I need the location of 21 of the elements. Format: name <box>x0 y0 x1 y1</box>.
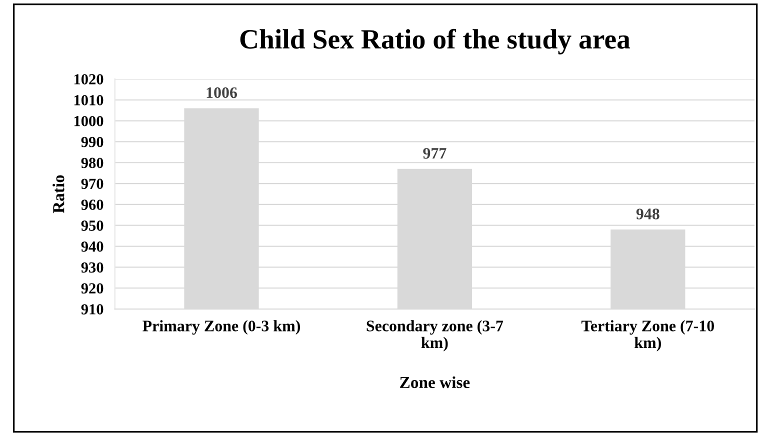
x-axis-title: Zone wise <box>400 376 470 388</box>
x-tick-label: Secondary zone (3-7 km) <box>366 320 504 352</box>
y-tick-label: 1000 <box>74 116 104 126</box>
y-tick-label: 990 <box>81 136 104 148</box>
y-tick-label: 950 <box>81 220 104 231</box>
y-tick-label: 960 <box>81 200 104 210</box>
y-tick-label: 910 <box>81 304 104 314</box>
y-tick-label: 940 <box>81 241 104 252</box>
y-axis-title: Ratio <box>52 175 64 214</box>
chart-title: Child Sex Ratio of the study area <box>240 28 630 54</box>
data-label: 977 <box>423 148 446 159</box>
y-tick-label: 1010 <box>74 95 104 106</box>
x-tick-label: Primary Zone (0-3 km) <box>142 320 300 335</box>
y-tick-label: 980 <box>81 158 104 168</box>
y-tick-label: 970 <box>81 178 104 189</box>
y-tick-label: 930 <box>81 262 104 273</box>
x-tick-label: Tertiary Zone (7-10 km) <box>581 320 714 352</box>
y-tick-label: 920 <box>81 283 104 294</box>
data-label: 948 <box>636 208 660 220</box>
y-tick-label: 1020 <box>74 74 104 84</box>
data-label: 1006 <box>206 87 238 98</box>
